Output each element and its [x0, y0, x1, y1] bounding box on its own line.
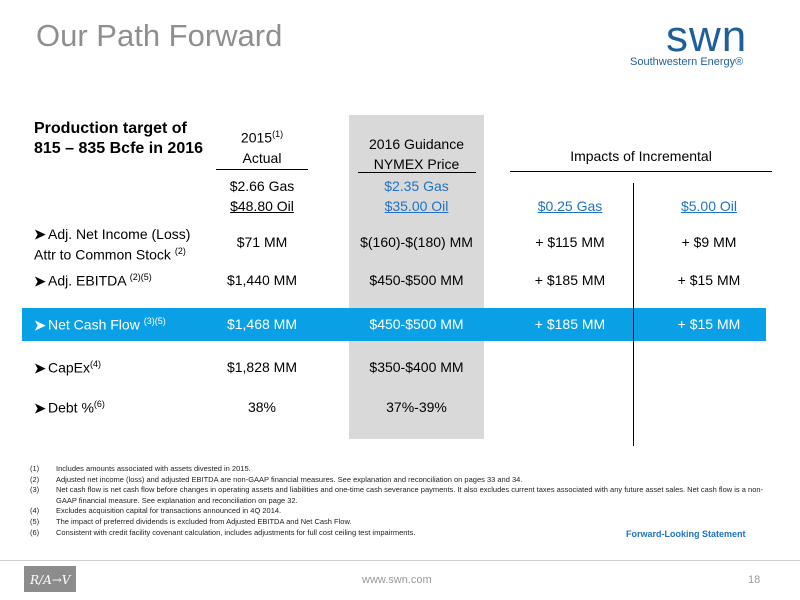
net-cash-flow-highlight: [22, 308, 766, 341]
footnote-item: (5) The impact of preferred dividends is …: [30, 517, 770, 528]
row-label: Adj. Net Income (Loss): [48, 226, 191, 242]
guidance-gas-price: $2.35 Gas: [384, 178, 449, 194]
row4-guidance: $350-$400 MM: [369, 359, 464, 375]
footnote-number: (2): [30, 474, 40, 484]
row-capex-label: ➤ CapEx(4): [34, 359, 101, 377]
chevron-right-icon: ➤: [34, 226, 46, 242]
chevron-right-icon: ➤: [34, 272, 46, 289]
footnote-item: (1) Includes amounts associated with asse…: [30, 464, 770, 475]
row-adj-ebitda-label: ➤ Adj. EBITDA (2)(5): [34, 272, 152, 290]
row2-guidance: $450-$500 MM: [369, 272, 464, 288]
row-debt-label: ➤ Debt %(6): [34, 399, 105, 417]
row-footnote: (3)(5): [143, 316, 166, 326]
row-label-line2: Attr to Common Stock: [34, 246, 171, 263]
footnote-text: Net cash flow is net cash flow before ch…: [56, 485, 764, 505]
guidance-column-shading: [349, 115, 484, 439]
row3-gas-impact: + $185 MM: [534, 316, 606, 332]
footnote-item: (6) Consistent with credit facility coven…: [30, 528, 770, 539]
impacts-header-rule: [510, 171, 772, 172]
row-footnote: (4): [90, 359, 102, 369]
logo-wordmark: swn: [666, 12, 748, 61]
row1-actual: $71 MM: [236, 234, 288, 250]
header-2015-actual: 2015(1) Actual: [216, 124, 308, 168]
actual-gas-price: $2.66 Gas: [229, 178, 295, 194]
header-guidance-line1: 2016 Guidance: [369, 136, 464, 152]
footnote-text: Consistent with credit facility covenant…: [56, 527, 416, 537]
row-footnote: (2)(5): [129, 272, 152, 282]
footnote-item: (2) Adjusted net income (loss) and adjust…: [30, 475, 770, 486]
footnote-text: Includes amounts associated with assets …: [56, 464, 251, 473]
swn-logo: swn Southwestern Energy®: [624, 12, 774, 72]
footnote-number: (5): [30, 516, 40, 526]
footer-url[interactable]: www.swn.com: [362, 574, 432, 586]
row-label: Debt %: [48, 399, 94, 416]
guidance-oil-price: $35.00 Oil: [384, 198, 449, 214]
row2-oil-impact: + $15 MM: [677, 272, 741, 288]
header-actual: Actual: [242, 149, 282, 166]
header-year-footnote: (1): [272, 129, 284, 139]
header-2016-guidance: 2016 Guidance NYMEX Price: [349, 134, 484, 174]
header-guidance-line2: NYMEX Price: [373, 156, 460, 172]
row-label: CapEx: [48, 359, 91, 376]
row2-gas-impact: + $185 MM: [534, 272, 606, 288]
row1-oil-impact: + $9 MM: [681, 234, 737, 250]
guidance-header-rule: [358, 172, 476, 173]
footnote-item: (4) Excludes acquisition capital for tran…: [30, 506, 770, 517]
row2-actual: $1,440 MM: [226, 272, 298, 288]
row5-actual: 38%: [247, 399, 277, 415]
incremental-gas-price: $0.25 Gas: [537, 198, 603, 214]
footnote-text: Excludes acquisition capital for transac…: [56, 506, 282, 516]
row4-actual: $1,828 MM: [226, 359, 298, 375]
footer-logo-icon: R/A→V: [24, 566, 76, 592]
production-target: Production target of 815 – 835 Bcfe in 2…: [34, 120, 204, 157]
row-label: Net Cash Flow: [48, 316, 140, 333]
row-footnote: (6): [93, 399, 105, 409]
row-adj-net-income-label: ➤ Adj. Net Income (Loss) Attr to Common S…: [34, 226, 190, 264]
row3-actual: $1,468 MM: [226, 316, 298, 332]
footnote-number: (1): [30, 464, 40, 473]
footnote-number: (6): [30, 527, 40, 537]
actual-oil-price: $48.80 Oil: [230, 198, 294, 214]
footer-divider: [0, 560, 800, 561]
row1-guidance: $(160)-$(180) MM: [360, 234, 473, 250]
slide-title: Our Path Forward: [36, 18, 283, 53]
row-footnote: (2): [174, 246, 186, 256]
row3-oil-impact: + $15 MM: [677, 316, 741, 332]
row-net-cash-flow-label: ➤ Net Cash Flow (3)(5): [34, 316, 166, 334]
page-number: 18: [748, 574, 761, 586]
footnote-item: (3) Net cash flow is net cash flow before…: [30, 485, 770, 506]
footnote-number: (4): [30, 506, 40, 516]
logo-subtitle: Southwestern Energy®: [630, 56, 744, 68]
row-label: Adj. EBITDA: [48, 272, 126, 289]
row5-guidance: 37%-39%: [386, 399, 447, 415]
slide-header: Our Path Forward swn Southwestern Energy…: [0, 0, 800, 72]
actual-header-rule: [216, 169, 308, 170]
svg-text:R/A→V: R/A→V: [29, 573, 72, 587]
chevron-right-icon: ➤: [34, 399, 46, 416]
footnote-text: The impact of preferred dividends is exc…: [56, 516, 352, 526]
footnote-text: Adjusted net income (loss) and adjusted …: [56, 474, 523, 484]
chevron-right-icon: ➤: [34, 359, 46, 376]
row3-guidance: $450-$500 MM: [369, 316, 464, 332]
incremental-oil-price: $5.00 Oil: [680, 198, 738, 214]
forward-looking-statement-link[interactable]: Forward-Looking Statement: [626, 529, 746, 539]
impacts-divider: [633, 183, 634, 446]
header-year: 2015: [240, 129, 273, 146]
row1-gas-impact: + $115 MM: [535, 234, 605, 250]
footnote-number: (3): [30, 485, 40, 495]
footnotes: (1) Includes amounts associated with asse…: [30, 464, 770, 538]
chevron-right-icon: ➤: [34, 316, 46, 333]
header-impacts: Impacts of Incremental: [570, 148, 712, 164]
